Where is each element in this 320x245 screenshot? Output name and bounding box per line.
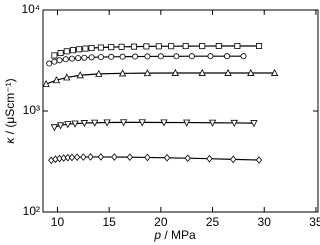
data-point <box>103 119 111 127</box>
data-point <box>63 73 71 81</box>
data-point <box>234 43 241 50</box>
data-point <box>75 55 82 62</box>
data-point <box>224 68 232 76</box>
data-point <box>63 48 70 55</box>
y-tick-label: 10² <box>23 204 40 218</box>
data-point <box>69 47 76 54</box>
data-point <box>144 53 151 60</box>
data-point <box>250 120 258 128</box>
data-point <box>68 153 76 162</box>
data-point <box>206 154 213 163</box>
data-point <box>42 79 50 88</box>
data-point <box>171 68 179 76</box>
x-tick-label: 30 <box>258 215 272 229</box>
y-tick-label: 10⁴ <box>21 2 40 16</box>
data-point <box>97 44 104 51</box>
data-point <box>97 54 104 61</box>
data-point <box>168 43 175 50</box>
data-point <box>51 52 58 59</box>
data-point <box>163 153 171 162</box>
data-point <box>224 53 231 60</box>
data-point <box>157 53 164 60</box>
data-point <box>199 43 206 50</box>
data-point <box>68 55 75 62</box>
x-tick-label: 25 <box>206 215 220 229</box>
data-point <box>144 153 151 162</box>
data-point <box>184 154 191 163</box>
x-axis-unit: / MPa <box>164 228 196 242</box>
data-point <box>81 54 88 61</box>
data-point <box>230 119 238 127</box>
data-point <box>56 57 63 64</box>
data-point <box>76 46 83 53</box>
data-point <box>130 43 137 50</box>
data-point <box>108 44 115 51</box>
data-point <box>198 68 206 76</box>
data-point <box>80 153 87 161</box>
data-point <box>173 53 180 60</box>
data-point <box>208 119 217 127</box>
data-point <box>88 45 95 52</box>
data-point <box>57 50 64 57</box>
data-point <box>183 119 191 127</box>
data-point <box>118 43 125 50</box>
data-point <box>207 53 214 60</box>
data-point <box>50 124 59 132</box>
data-point <box>215 43 222 50</box>
data-point <box>87 153 94 161</box>
y-axis-title: κ / (μScm⁻¹) <box>3 78 17 143</box>
data-point <box>256 43 263 50</box>
data-point <box>95 69 103 77</box>
data-point <box>82 45 89 52</box>
data-point <box>143 69 152 77</box>
data-point <box>76 71 84 79</box>
data-point <box>51 58 58 65</box>
data-point <box>48 156 55 165</box>
data-point <box>230 155 237 164</box>
data-point <box>97 153 105 161</box>
x-tick-label: 20 <box>154 215 168 229</box>
x-axis-symbol: p <box>153 228 161 242</box>
data-point <box>155 43 162 50</box>
y-tick-label: 10³ <box>23 103 40 117</box>
data-point <box>74 153 81 162</box>
data-point <box>240 53 247 60</box>
data-point <box>56 122 65 130</box>
data-point <box>91 119 99 127</box>
data-point <box>52 76 61 84</box>
plot-frame <box>42 9 319 213</box>
y-axis-unit: / (μScm⁻¹) <box>3 78 17 134</box>
data-point <box>88 54 95 61</box>
x-tick-label: 35 <box>309 215 320 229</box>
data-point <box>64 121 72 129</box>
data-point <box>143 43 150 50</box>
data-point <box>80 120 89 128</box>
data-point <box>132 53 139 60</box>
data-point <box>119 119 128 127</box>
data-point <box>126 153 133 162</box>
data-point <box>160 119 168 127</box>
x-tick-label: 15 <box>102 215 116 229</box>
data-point <box>270 68 279 76</box>
data-point <box>255 156 263 164</box>
data-point <box>247 68 255 76</box>
data-point <box>111 153 118 161</box>
data-point <box>138 119 146 127</box>
x-tick-label: 10 <box>51 215 65 229</box>
data-point <box>119 53 126 60</box>
y-axis-symbol: κ <box>3 137 17 144</box>
x-axis-title: p / MPa <box>153 228 196 242</box>
data-point <box>71 120 79 128</box>
data-point <box>46 60 53 67</box>
data-point <box>62 56 69 63</box>
data-point <box>182 43 189 50</box>
data-point <box>118 69 127 77</box>
data-point <box>188 53 195 60</box>
data-point <box>108 53 115 60</box>
